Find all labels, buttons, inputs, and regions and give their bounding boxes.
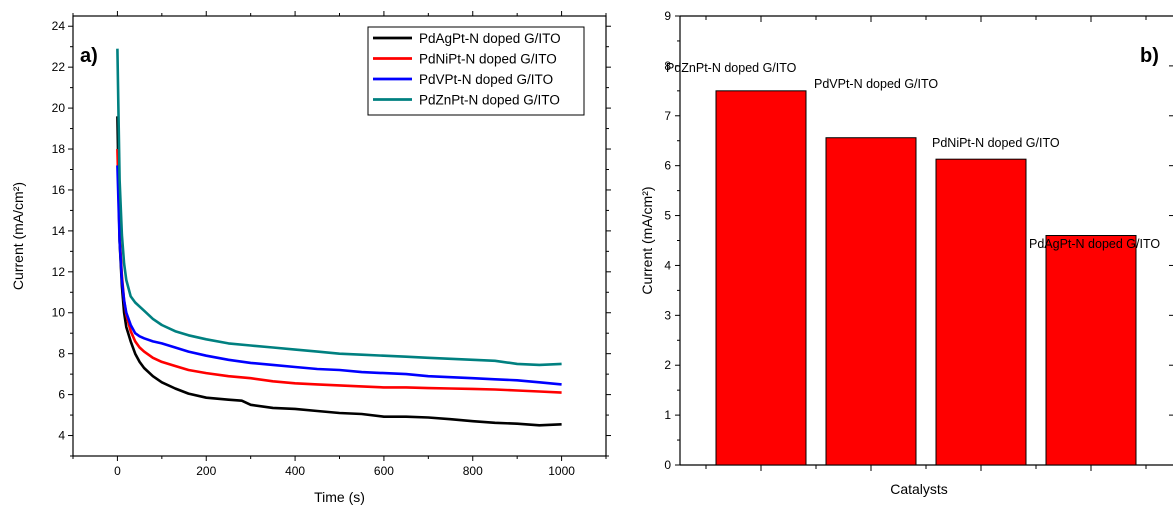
legend-entry-0: PdAgPt-N doped G/ITO [419, 31, 561, 46]
bar-label-0: PdZnPt-N doped G/ITO [666, 61, 797, 75]
x-tick-label: 0 [114, 464, 121, 478]
y-axis-title: Current (mA/cm²) [639, 186, 655, 294]
panel-label-b: b) [1140, 45, 1159, 67]
series-line-2 [116, 165, 562, 386]
bar-label-3: PdAgPt-N doped G/ITO [1029, 237, 1160, 251]
y-tick-label: 8 [664, 59, 671, 73]
y-tick-label: 7 [664, 109, 671, 123]
legend-entry-3: PdZnPt-N doped G/ITO [419, 93, 560, 108]
x-axis-title: Time (s) [314, 489, 365, 505]
panel-label-a: a) [80, 45, 98, 67]
series-line-3 [116, 48, 562, 367]
bar-0 [715, 90, 807, 466]
y-tick-label: 3 [664, 308, 671, 322]
y-tick-label: 6 [58, 388, 65, 402]
y-tick-label: 24 [52, 19, 66, 33]
y-axis-title: Current (mA/cm²) [10, 182, 26, 290]
y-tick-label: 18 [52, 142, 66, 156]
y-tick-label: 4 [58, 429, 65, 443]
bar-3 [1045, 235, 1137, 466]
x-tick-label: 600 [374, 464, 394, 478]
y-tick-label: 16 [52, 183, 66, 197]
legend-entry-1: PdNiPt-N doped G/ITO [419, 52, 557, 67]
y-tick-label: 1 [664, 408, 671, 422]
x-tick-label: 800 [463, 464, 483, 478]
bar-label-2: PdNiPt-N doped G/ITO [932, 136, 1060, 150]
bar-label-1: PdVPt-N doped G/ITO [814, 77, 938, 91]
y-tick-label: 2 [664, 358, 671, 372]
y-tick-label: 14 [52, 224, 66, 238]
panel-a-chart: 0 200 400 600 800 1000 4 6 8 10 12 14 16 18 20 22 24 Time… [10, 11, 611, 505]
y-tick-label: 10 [52, 306, 66, 320]
y-tick-label: 5 [664, 209, 671, 223]
y-tick-label: 4 [664, 258, 671, 272]
y-tick-label: 12 [52, 265, 66, 279]
x-tick-label: 200 [196, 464, 216, 478]
series-line-1 [116, 148, 562, 394]
x-tick-label: 400 [285, 464, 305, 478]
series-line-0 [116, 116, 562, 427]
y-tick-label: 0 [664, 458, 671, 472]
legend-entry-2: PdVPt-N doped G/ITO [419, 72, 553, 87]
x-axis-title: Catalysts [890, 481, 948, 497]
y-tick-label: 6 [664, 159, 671, 173]
y-tick-label: 9 [664, 9, 671, 23]
bar-2 [935, 158, 1027, 466]
y-tick-label: 20 [52, 101, 66, 115]
legend: PdAgPt-N doped G/ITO PdNiPt-N doped G/ITO… [367, 26, 585, 116]
y-tick-label: 8 [58, 347, 65, 361]
x-tick-label: 1000 [548, 464, 575, 478]
panel-b-chart: 0 1 2 3 4 5 6 7 8 9 PdZnPt-N doped G/ITO PdVPt-N do… [639, 9, 1173, 497]
bar-1 [825, 137, 917, 466]
y-tick-label: 22 [52, 60, 66, 74]
